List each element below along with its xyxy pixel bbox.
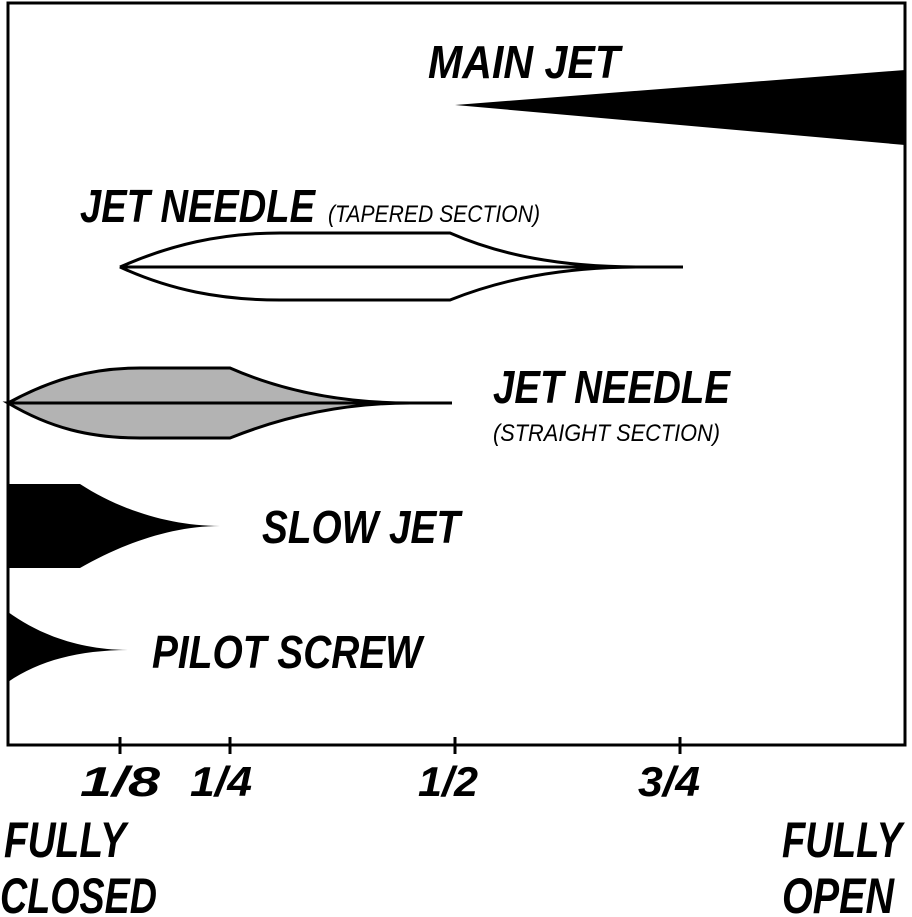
tick-label: 1/8 <box>80 758 161 805</box>
note: (STRAIGHT SECTION) <box>493 420 720 447</box>
main-jet-shape <box>455 70 905 145</box>
end-label: OPEN <box>782 868 895 917</box>
slow-jet-shape <box>8 484 220 568</box>
tick-label: 1/2 <box>418 758 478 805</box>
label: JET NEEDLE <box>80 180 316 232</box>
tick-label: 1/4 <box>190 758 252 805</box>
note: (TAPERED SECTION) <box>328 201 540 228</box>
end-label: FULLY <box>782 812 906 868</box>
label: MAIN JET <box>428 36 623 88</box>
tick-marks <box>118 737 682 754</box>
tapered-needle-shape <box>119 231 683 302</box>
pilot-screw-shape <box>8 612 130 682</box>
end-label: CLOSED <box>0 868 157 917</box>
label: SLOW JET <box>262 501 463 553</box>
label: JET NEEDLE <box>493 361 731 413</box>
label: PILOT SCREW <box>152 626 425 678</box>
straight-needle-shape <box>2 366 452 440</box>
tick-label: 3/4 <box>638 758 700 805</box>
end-label: FULLY <box>4 812 130 868</box>
